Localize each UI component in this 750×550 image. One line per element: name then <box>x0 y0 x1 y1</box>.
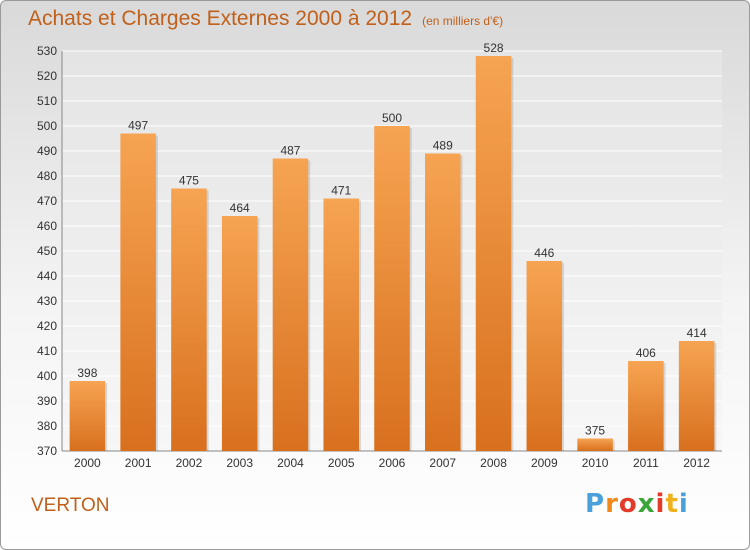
logo-letter: i <box>655 489 666 519</box>
y-tick-label: 520 <box>37 69 57 83</box>
bar-value-label: 446 <box>534 246 554 260</box>
bar-2005 <box>323 198 359 451</box>
bar-2011 <box>628 361 664 451</box>
x-tick-label: 2005 <box>328 456 355 470</box>
bar-2004 <box>272 158 309 451</box>
y-tick-label: 440 <box>37 269 57 283</box>
chart-subtitle: (en milliers d'€) <box>422 14 504 28</box>
x-tick-label: 2002 <box>176 456 203 470</box>
bar-value-label: 375 <box>585 424 605 438</box>
x-tick-label: 2003 <box>226 456 253 470</box>
bar-value-label: 528 <box>484 41 504 55</box>
y-tick-label: 430 <box>37 294 57 308</box>
y-tick-label: 390 <box>37 394 57 408</box>
chart-title: Achats et Charges Externes 2000 à 2012 (e… <box>28 7 503 31</box>
bar-2010 <box>577 438 613 451</box>
bar-2007 <box>425 153 461 451</box>
chart-title-text: Achats et Charges Externes 2000 à 2012 <box>28 7 413 30</box>
logo-letter: o <box>618 489 638 519</box>
y-tick-label: 470 <box>37 194 57 208</box>
bar-2006 <box>374 126 410 451</box>
logo-letter: x <box>637 489 656 519</box>
y-tick-label: 480 <box>37 169 57 183</box>
x-tick-label: 2009 <box>531 456 558 470</box>
y-tick-label: 410 <box>37 344 57 358</box>
bar-2009 <box>526 261 563 451</box>
town-name: VERTON <box>31 495 110 516</box>
y-tick-label: 400 <box>37 369 57 383</box>
x-tick-label: 2010 <box>582 456 609 470</box>
x-tick-label: 2011 <box>633 456 659 470</box>
logo-letter: r <box>605 489 619 519</box>
bar-2001 <box>120 133 156 451</box>
bar-2012 <box>678 341 715 451</box>
y-tick-label: 450 <box>37 244 57 258</box>
x-tick-label: 2008 <box>480 456 507 470</box>
bar-value-label: 497 <box>128 119 148 133</box>
logo-letter: P <box>585 489 606 519</box>
y-tick-label: 510 <box>37 94 57 108</box>
x-tick-label: 2007 <box>429 456 456 470</box>
bar-value-label: 489 <box>433 139 453 153</box>
logo-letter: t <box>665 489 679 519</box>
x-tick-label: 2006 <box>379 456 406 470</box>
x-tick-label: 2004 <box>277 456 304 470</box>
bar-value-label: 398 <box>77 366 97 380</box>
y-tick-label: 460 <box>37 219 57 233</box>
bar-2003 <box>221 216 258 451</box>
x-tick-label: 2012 <box>683 456 710 470</box>
x-tick-label: 2001 <box>125 456 152 470</box>
y-tick-label: 530 <box>37 44 57 58</box>
bar-2002 <box>171 188 207 451</box>
bar-value-label: 464 <box>230 201 250 215</box>
logo-letter: i <box>678 489 689 519</box>
y-tick-label: 490 <box>37 144 57 158</box>
bar-value-label: 406 <box>636 346 656 360</box>
y-tick-label: 500 <box>37 119 57 133</box>
bar-value-label: 487 <box>280 144 300 158</box>
proxiti-logo: Proxiti <box>585 489 689 519</box>
bar-2008 <box>475 56 512 451</box>
x-tick-label: 2000 <box>74 456 101 470</box>
bar-value-label: 475 <box>179 174 199 188</box>
bar-value-label: 500 <box>382 111 402 125</box>
y-tick-label: 420 <box>37 319 57 333</box>
y-tick-label: 380 <box>37 419 57 433</box>
y-tick-label: 370 <box>37 444 57 458</box>
bar-value-label: 471 <box>331 184 351 198</box>
bar-value-label: 414 <box>687 326 707 340</box>
bar-2000 <box>69 381 106 451</box>
